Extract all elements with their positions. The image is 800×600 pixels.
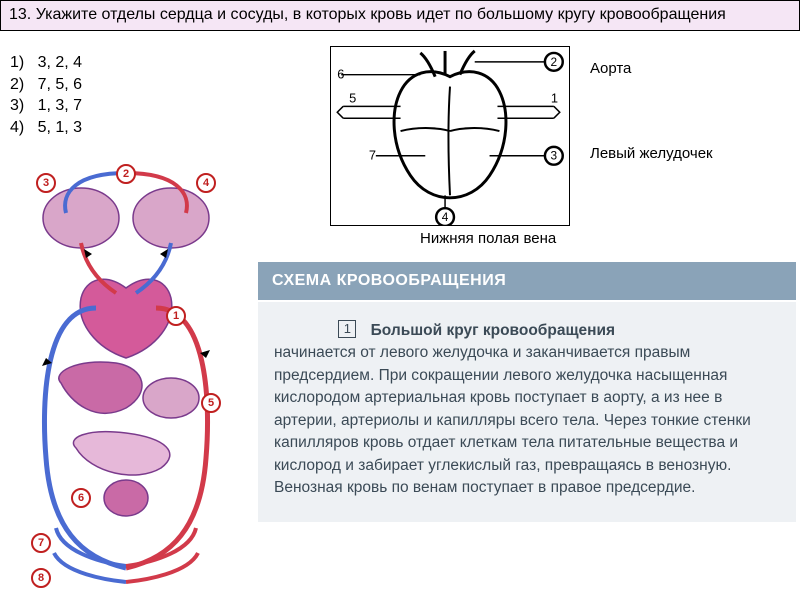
label-left-ventricle: Левый желудочек: [590, 145, 713, 162]
label-aorta: Аорта: [590, 60, 631, 77]
question-text: Укажите отделы сердца и сосуды, в которы…: [36, 6, 726, 23]
circulation-svg: 1 2 3 4 5 6 7 8: [6, 158, 246, 588]
svg-text:1: 1: [551, 90, 558, 105]
answer-options: 1) 3, 2, 4 2) 7, 5, 6 3) 1, 3, 7 4) 5, 1…: [10, 52, 82, 138]
question-number: 13.: [9, 6, 31, 23]
marker-5: 5: [202, 394, 220, 412]
marker-8: 8: [32, 569, 50, 587]
circulation-diagram: 1 2 3 4 5 6 7 8: [6, 158, 246, 588]
svg-text:6: 6: [337, 67, 344, 82]
svg-text:2: 2: [551, 55, 558, 69]
question-box: 13. Укажите отделы сердца и сосуды, в ко…: [0, 0, 800, 31]
schema-text: начинается от левого желудочка и заканчи…: [274, 344, 751, 496]
svg-text:7: 7: [38, 537, 44, 549]
svg-text:3: 3: [551, 149, 558, 163]
heart-diagram: 6 5 7 1 2 3 4: [330, 46, 570, 226]
svg-text:4: 4: [203, 177, 210, 189]
answer-option: 1) 3, 2, 4: [10, 52, 82, 74]
answer-option: 2) 7, 5, 6: [10, 74, 82, 96]
svg-text:7: 7: [369, 148, 376, 163]
marker-6: 6: [72, 489, 90, 507]
svg-text:4: 4: [442, 210, 449, 224]
schema-title: Большой круг кровообращения: [371, 322, 615, 339]
answer-option: 3) 1, 3, 7: [10, 95, 82, 117]
svg-text:3: 3: [43, 177, 49, 189]
marker-3: 3: [37, 174, 55, 192]
answer-option: 4) 5, 1, 3: [10, 117, 82, 139]
label-inferior-vena-cava: Нижняя полая вена: [420, 230, 556, 247]
marker-2: 2: [117, 165, 135, 183]
svg-text:5: 5: [349, 90, 356, 105]
svg-text:6: 6: [78, 492, 84, 504]
svg-text:2: 2: [123, 168, 129, 180]
marker-4: 4: [197, 174, 215, 192]
marker-1: 1: [167, 307, 185, 325]
schema-header: СХЕМА КРОВООБРАЩЕНИЯ: [258, 262, 796, 300]
svg-text:1: 1: [173, 310, 179, 322]
heart-svg: 6 5 7 1 2 3 4: [331, 47, 569, 225]
marker-7: 7: [32, 534, 50, 552]
schema-number-box: 1: [338, 320, 356, 338]
svg-text:8: 8: [38, 572, 44, 584]
svg-text:5: 5: [208, 397, 214, 409]
schema-body: 1 Большой круг кровообращения начинается…: [258, 302, 796, 522]
